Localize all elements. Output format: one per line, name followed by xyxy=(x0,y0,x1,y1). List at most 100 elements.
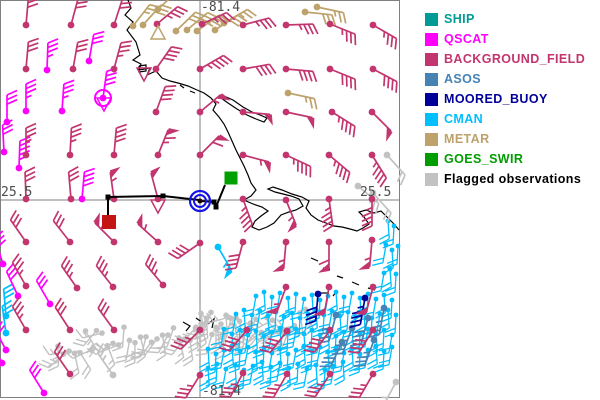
wind-barb-cman[interactable] xyxy=(210,326,227,351)
wind-barb-background_field[interactable] xyxy=(361,195,376,232)
wind-barb-background_field[interactable] xyxy=(239,195,254,233)
wind-barb-qscat[interactable] xyxy=(5,262,22,300)
target-bullseye-marker[interactable] xyxy=(188,189,212,213)
flagged-obs-triangle[interactable] xyxy=(135,67,153,83)
wind-barb-background_field[interactable] xyxy=(282,108,315,130)
wind-barb-background_field[interactable] xyxy=(152,46,183,73)
wind-barb-background_field[interactable] xyxy=(60,256,81,292)
wind-barb-background_field[interactable] xyxy=(321,195,334,233)
wind-barb-qscat[interactable] xyxy=(0,330,6,367)
wind-barb-background_field[interactable] xyxy=(368,151,388,188)
wind-barb-flagged[interactable] xyxy=(72,327,100,347)
wind-barb-background_field[interactable] xyxy=(174,371,204,399)
wind-barb-metar[interactable] xyxy=(284,89,318,110)
wind-barb-qscat[interactable] xyxy=(0,119,14,156)
wind-barb-background_field[interactable] xyxy=(348,370,377,399)
wind-barb-cman[interactable] xyxy=(205,361,220,387)
wind-barb-cman[interactable] xyxy=(282,326,299,351)
wind-barb-qscat[interactable] xyxy=(28,360,48,397)
wind-barb-cman[interactable] xyxy=(372,242,389,267)
wind-barb-background_field[interactable] xyxy=(265,283,290,315)
wind-barb-cman[interactable] xyxy=(266,360,283,385)
wind-barb-flagged[interactable] xyxy=(75,328,105,339)
wind-barb-flagged[interactable] xyxy=(187,324,199,354)
wind-barb-background_field[interactable] xyxy=(282,65,318,83)
wind-barb-background_field[interactable] xyxy=(239,17,277,30)
wind-barb-background_field[interactable] xyxy=(369,65,398,93)
wind-barb-background_field[interactable] xyxy=(198,11,236,28)
wind-barb-background_field[interactable] xyxy=(259,327,291,354)
wind-barb-background_field[interactable] xyxy=(11,297,30,334)
wind-barb-background_field[interactable] xyxy=(272,238,290,272)
map-canvas[interactable] xyxy=(0,0,420,400)
flagged-obs-triangle[interactable] xyxy=(95,97,113,113)
wind-barb-background_field[interactable] xyxy=(196,134,230,159)
wind-barb-background_field[interactable] xyxy=(304,370,334,398)
wind-barb-background_field[interactable] xyxy=(282,21,319,35)
wind-barb-cman[interactable] xyxy=(252,359,265,386)
wind-barb-background_field[interactable] xyxy=(303,326,334,353)
wind-barb-qscat[interactable] xyxy=(0,230,7,268)
wind-barb-cman[interactable] xyxy=(293,366,310,391)
track-point-marker[interactable] xyxy=(213,204,219,210)
wind-barb-background_field[interactable] xyxy=(219,369,247,398)
wind-barb-flagged[interactable] xyxy=(115,337,133,364)
wind-barb-background_field[interactable] xyxy=(22,166,36,203)
wind-barb-background_field[interactable] xyxy=(11,253,30,290)
wind-barb-background_field[interactable] xyxy=(358,236,376,270)
wind-barb-cman[interactable] xyxy=(333,359,346,386)
wind-barb-background_field[interactable] xyxy=(67,0,89,29)
wind-barb-cman[interactable] xyxy=(214,243,233,280)
wind-barb-cman[interactable] xyxy=(279,365,292,392)
wind-barb-background_field[interactable] xyxy=(326,65,357,91)
wind-barb-cman[interactable] xyxy=(380,266,393,293)
wind-barb-metar[interactable] xyxy=(154,0,189,13)
wind-barb-background_field[interactable] xyxy=(369,21,398,50)
wind-barb-background_field[interactable] xyxy=(239,151,272,174)
wind-barb-background_field[interactable] xyxy=(318,238,333,273)
wind-barb-flagged[interactable] xyxy=(156,325,177,349)
wind-barb-background_field[interactable] xyxy=(52,210,74,246)
wind-barb-background_field[interactable] xyxy=(196,93,231,116)
wind-barb-cman[interactable] xyxy=(284,291,299,317)
wind-barb-background_field[interactable] xyxy=(325,151,351,184)
wind-barb-background_field[interactable] xyxy=(53,342,74,378)
wind-barb-metar[interactable] xyxy=(313,3,347,24)
wind-barb-asos[interactable] xyxy=(350,314,372,347)
wind-barb-background_field[interactable] xyxy=(196,54,233,73)
wind-barb-flagged[interactable] xyxy=(383,151,406,186)
wind-barb-cman[interactable] xyxy=(384,271,399,297)
wind-barb-cman[interactable] xyxy=(1,299,14,337)
wind-barb-qscat[interactable] xyxy=(99,67,118,102)
wind-barb-background_field[interactable] xyxy=(22,37,40,73)
wind-barb-background_field[interactable] xyxy=(69,38,89,73)
wind-barb-background_field[interactable] xyxy=(110,123,128,159)
wind-barb-flagged[interactable] xyxy=(369,189,392,224)
track-point-marker[interactable] xyxy=(160,193,166,199)
flagged-obs-triangle[interactable] xyxy=(149,24,167,40)
wind-barb-metar[interactable] xyxy=(129,3,161,30)
wind-barb-qscat[interactable] xyxy=(35,271,54,308)
wind-barb-background_field[interactable] xyxy=(54,297,74,334)
goes-swir-square-marker[interactable] xyxy=(224,171,238,185)
wind-barb-qscat[interactable] xyxy=(78,167,96,203)
wind-barb-qscat[interactable] xyxy=(43,38,59,74)
wind-barb-background_field[interactable] xyxy=(136,213,162,246)
wind-barb-asos[interactable] xyxy=(319,338,346,368)
wind-barb-cman[interactable] xyxy=(210,347,227,372)
wind-barb-background_field[interactable] xyxy=(9,210,30,246)
flagged-obs-triangle[interactable] xyxy=(149,199,167,215)
wind-barb-cman[interactable] xyxy=(378,344,395,369)
wind-barb-background_field[interactable] xyxy=(282,196,297,233)
wind-barb-flagged[interactable] xyxy=(112,324,127,352)
wind-barb-background_field[interactable] xyxy=(347,326,377,354)
track-point-marker[interactable] xyxy=(211,199,217,205)
wind-barb-metar[interactable] xyxy=(220,8,257,27)
wind-barb-cman[interactable] xyxy=(198,365,211,392)
wind-barb-cman[interactable] xyxy=(286,361,301,387)
wind-barb-background_field[interactable] xyxy=(326,20,357,46)
wind-barb-background_field[interactable] xyxy=(152,84,177,116)
wind-barb-background_field[interactable] xyxy=(97,298,118,334)
wind-barb-background_field[interactable] xyxy=(239,63,277,77)
wind-barb-background_field[interactable] xyxy=(153,5,188,28)
